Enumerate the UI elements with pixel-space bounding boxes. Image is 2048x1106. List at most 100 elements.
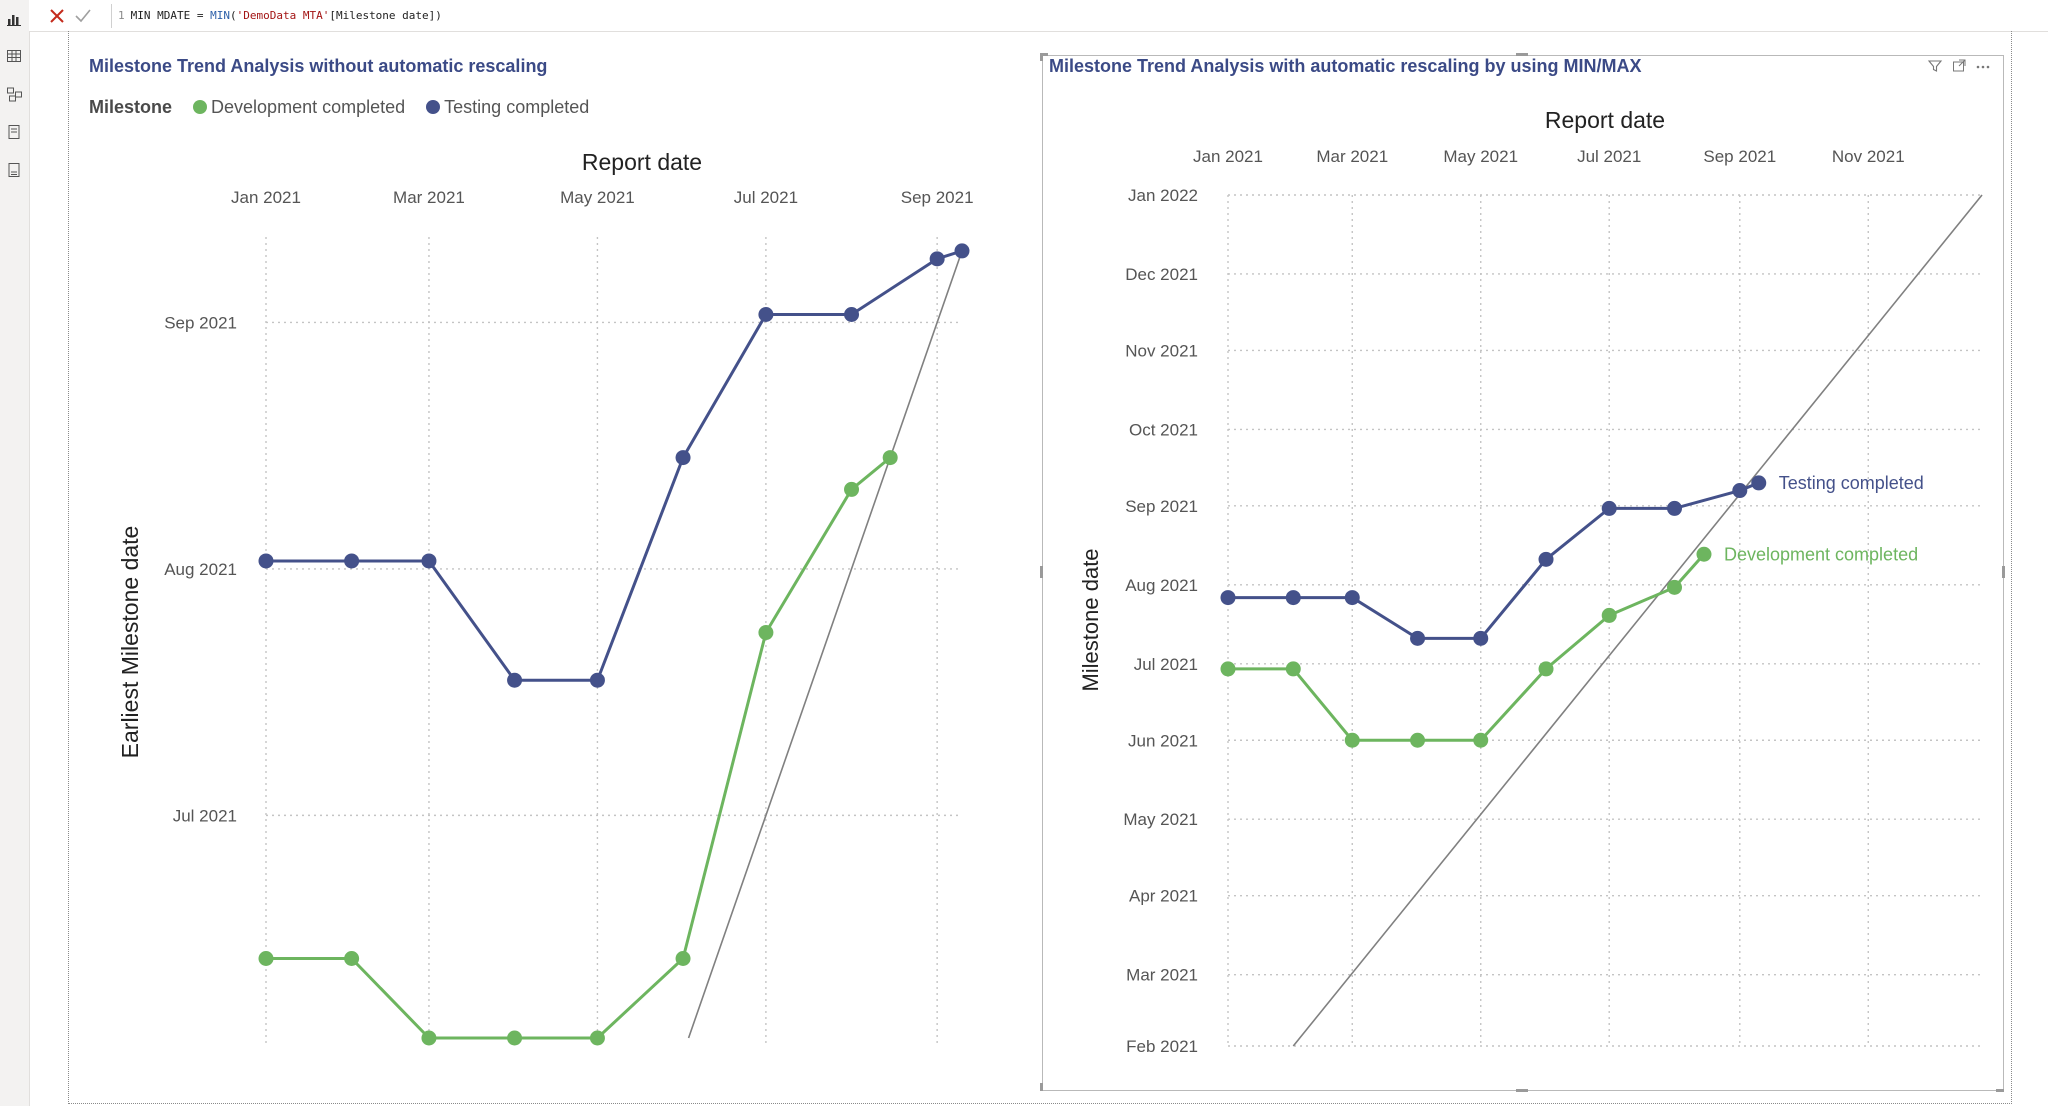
- dax-query-icon[interactable]: [6, 124, 23, 141]
- tmdl-view-icon[interactable]: [6, 162, 23, 179]
- resize-handle-tl[interactable]: [1040, 53, 1048, 56]
- legend-title: Milestone: [89, 97, 173, 117]
- table-view-icon[interactable]: [6, 48, 23, 65]
- data-point-testing: [1538, 551, 1554, 567]
- data-point-testing: [1344, 590, 1360, 606]
- series-line-development: [1228, 553, 1706, 742]
- x-tick-label: May 2021: [1443, 147, 1518, 166]
- y-tick-label: Dec 2021: [1125, 265, 1198, 284]
- resize-handle-top[interactable]: [1516, 53, 1528, 56]
- series-line-testing: [1228, 481, 1760, 640]
- data-point-testing: [507, 672, 523, 688]
- x-tick-label: Mar 2021: [1316, 147, 1388, 166]
- cancel-icon[interactable]: [47, 6, 67, 26]
- y-tick-label: Nov 2021: [1125, 341, 1198, 360]
- y-tick-label: Apr 2021: [1129, 887, 1198, 906]
- legend-label-development: Development completed: [211, 97, 406, 117]
- formula-bar: 1 MIN MDATE = MIN('DemoData MTA'[Mileston…: [29, 0, 2048, 32]
- model-view-icon[interactable]: [6, 86, 23, 103]
- data-point-testing: [1601, 500, 1617, 516]
- data-point-testing: [1667, 500, 1683, 516]
- resize-handle-bl[interactable]: [1040, 1083, 1043, 1091]
- data-point-testing: [258, 553, 274, 569]
- report-canvas: [68, 31, 2012, 1104]
- data-point-development: [1696, 546, 1712, 562]
- data-point-testing: [1285, 590, 1301, 606]
- y-tick-label: May 2021: [1123, 810, 1198, 829]
- resize-handle-tl-v[interactable]: [1040, 53, 1043, 61]
- filter-icon[interactable]: [1927, 58, 1943, 74]
- data-point-development: [675, 950, 691, 966]
- data-point-testing: [344, 553, 360, 569]
- x-tick-label: Sep 2021: [1703, 147, 1776, 166]
- focus-mode-icon[interactable]: [1951, 58, 1967, 74]
- commit-icon[interactable]: [73, 6, 93, 26]
- y-tick-label: Oct 2021: [1129, 420, 1198, 439]
- y-tick-label: Mar 2021: [1126, 966, 1198, 985]
- data-point-testing: [1473, 630, 1489, 646]
- formula-text: MIN MDATE =: [130, 9, 211, 22]
- data-point-testing: [1732, 483, 1748, 499]
- y-tick-label: Jun 2021: [1128, 731, 1198, 750]
- data-point-development: [1285, 661, 1301, 677]
- data-point-development: [1410, 732, 1426, 748]
- formula-column: [Milestone date]): [329, 9, 442, 22]
- data-point-development: [1473, 732, 1489, 748]
- resize-handle-left[interactable]: [1040, 566, 1043, 578]
- x-tick-label: May 2021: [560, 188, 635, 207]
- formula-paren: (: [229, 9, 237, 22]
- y-axis-title: Earliest Milestone date: [117, 526, 143, 759]
- data-point-development: [1538, 661, 1554, 677]
- chart1-legend: Milestone Development completed Testing …: [89, 97, 589, 121]
- x-axis-title: Report date: [1545, 107, 1665, 133]
- data-point-testing: [589, 672, 605, 688]
- x-tick-label: Jul 2021: [1577, 147, 1641, 166]
- data-point-development: [844, 481, 860, 497]
- y-tick-label: Sep 2021: [1125, 497, 1198, 516]
- data-point-development: [1344, 732, 1360, 748]
- resize-handle-bottom[interactable]: [1516, 1089, 1528, 1092]
- x-tick-label: Jan 2021: [231, 188, 301, 207]
- resize-handle-right[interactable]: [2002, 566, 2005, 578]
- x-tick-label: Jan 2021: [1193, 147, 1263, 166]
- y-tick-label: Aug 2021: [1125, 576, 1198, 595]
- y-tick-label: Aug 2021: [164, 560, 237, 579]
- data-point-development: [589, 1030, 605, 1046]
- x-axis-title: Report date: [582, 149, 702, 175]
- data-point-development: [882, 450, 898, 466]
- visual-header: [1927, 58, 1997, 76]
- data-point-testing: [1751, 475, 1767, 491]
- formula-input[interactable]: 1 MIN MDATE = MIN('DemoData MTA'[Mileston…: [111, 4, 2048, 28]
- x-tick-label: Mar 2021: [393, 188, 465, 207]
- legend-label-testing: Testing completed: [444, 97, 590, 117]
- legend-dot-testing: [426, 100, 441, 114]
- more-options-icon[interactable]: [1975, 58, 1991, 74]
- data-point-testing: [675, 450, 691, 466]
- x-tick-label: Jul 2021: [734, 188, 798, 207]
- y-tick-label: Jul 2021: [173, 806, 237, 825]
- x-tick-label: Nov 2021: [1832, 147, 1905, 166]
- report-view-icon[interactable]: [6, 10, 23, 27]
- formula-function: MIN: [210, 9, 230, 22]
- legend-dot-development: [193, 100, 208, 114]
- y-tick-label: Feb 2021: [1126, 1037, 1198, 1056]
- series-line-testing: [266, 249, 963, 682]
- data-point-testing: [929, 251, 945, 267]
- y-tick-label: Sep 2021: [164, 313, 237, 332]
- legend-item-development[interactable]: Development completed: [193, 97, 405, 117]
- data-point-testing: [1410, 630, 1426, 646]
- series-end-label-testing: Testing completed: [1779, 473, 1924, 493]
- legend-item-testing[interactable]: Testing completed: [426, 97, 589, 117]
- data-point-development: [507, 1030, 523, 1046]
- diagonal-reference-line: [1292, 194, 1983, 1047]
- data-point-testing: [954, 243, 970, 259]
- y-tick-label: Jan 2022: [1128, 186, 1198, 205]
- data-point-development: [758, 625, 774, 641]
- resize-handle-br[interactable]: [1996, 1089, 2004, 1092]
- data-point-development: [258, 950, 274, 966]
- data-point-development: [1667, 579, 1683, 595]
- data-point-development: [344, 950, 360, 966]
- y-tick-label: Jul 2021: [1134, 655, 1198, 674]
